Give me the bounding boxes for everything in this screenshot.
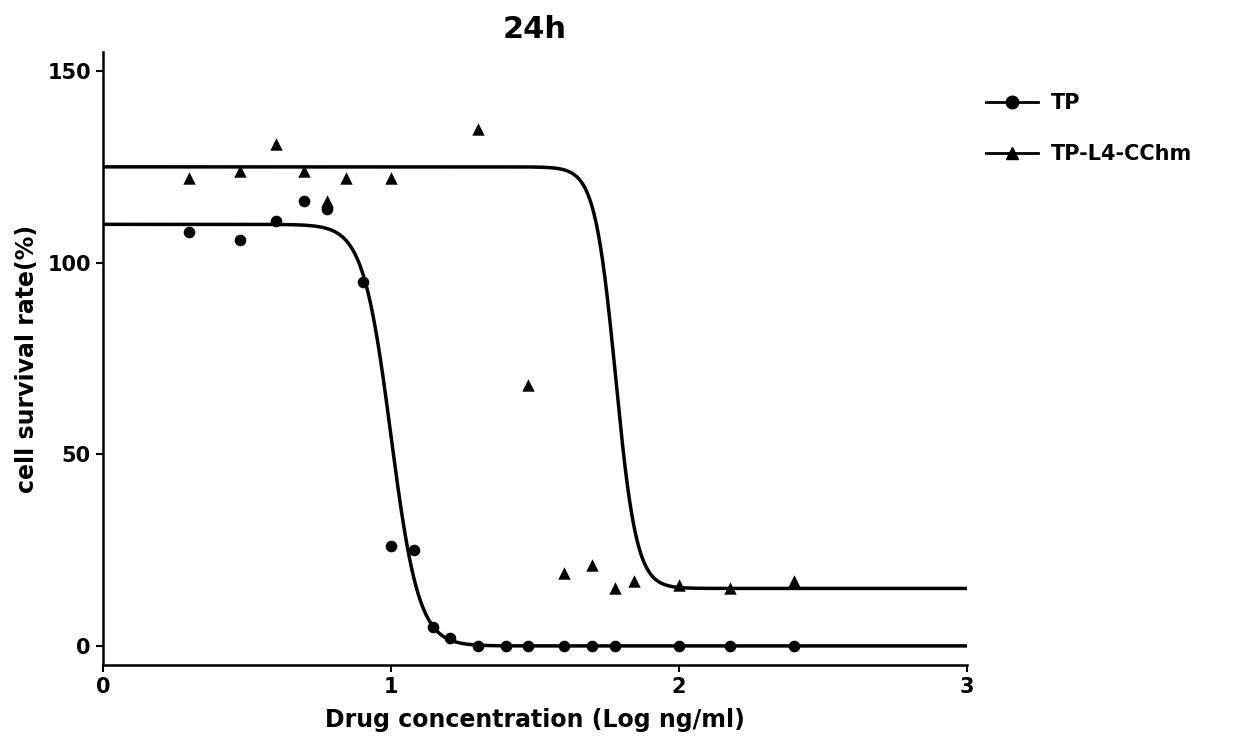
Point (231, 234, 250, 246)
Point (784, 640, 804, 652)
Point (670, 640, 689, 652)
Point (467, 640, 487, 652)
Point (720, 583, 740, 595)
Point (583, 640, 603, 652)
Point (317, 203, 337, 215)
Point (317, 196, 337, 208)
Title: 24h: 24h (503, 15, 567, 44)
Point (423, 621, 443, 633)
Point (294, 165, 314, 177)
Point (180, 226, 200, 238)
X-axis label: Drug concentration (Log ng/ml): Drug concentration (Log ng/ml) (325, 708, 745, 732)
Point (381, 540, 401, 552)
Point (518, 640, 538, 652)
Point (381, 173, 401, 185)
Point (267, 214, 286, 226)
Point (554, 640, 574, 652)
Point (467, 123, 487, 134)
Point (336, 173, 356, 185)
Point (294, 196, 314, 208)
Point (670, 579, 689, 591)
Y-axis label: cell survival rate(%): cell survival rate(%) (15, 224, 38, 492)
Point (440, 632, 460, 644)
Point (720, 640, 740, 652)
Point (625, 574, 645, 586)
Point (784, 574, 804, 586)
Point (496, 640, 516, 652)
Point (180, 173, 200, 185)
Point (583, 560, 603, 571)
Point (605, 583, 625, 595)
Point (231, 165, 250, 177)
Point (518, 379, 538, 391)
Point (353, 276, 373, 288)
Point (404, 544, 424, 556)
Legend: TP, TP-L4-CChm: TP, TP-L4-CChm (986, 93, 1192, 164)
Point (605, 640, 625, 652)
Point (554, 567, 574, 579)
Point (267, 138, 286, 150)
